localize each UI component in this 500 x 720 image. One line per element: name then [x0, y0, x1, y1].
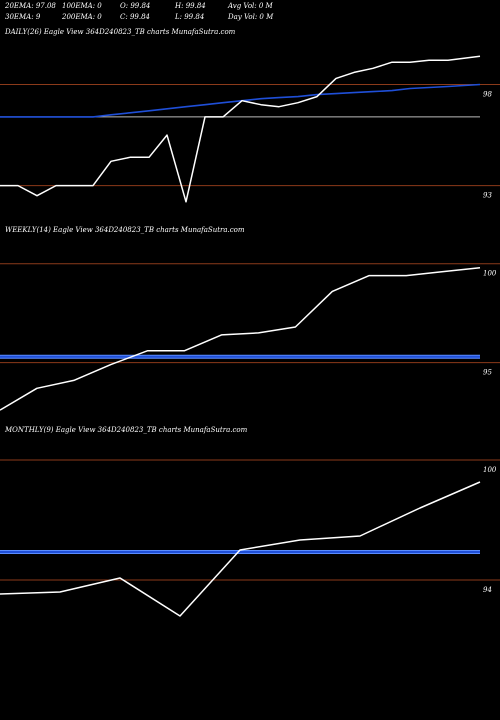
stat-100ema: 100EMA: 0 [62, 2, 102, 10]
daily-ema-line [0, 83, 481, 118]
monthly-chart-title: MONTHLY(9) Eagle View 364D240823_TB char… [5, 426, 248, 434]
stat-high: H: 99.84 [175, 2, 206, 10]
daily-chart-title: DAILY(26) Eagle View 364D240823_TB chart… [5, 28, 236, 36]
monthly-y-tick-label: 94 [483, 586, 492, 594]
stat-20ema: 20EMA: 97.08 [5, 2, 56, 10]
daily-y-tick-label: 93 [483, 192, 492, 200]
stat-day-vol: Day Vol: 0 M [228, 13, 274, 21]
stat-30ema: 30EMA: 9 [5, 13, 41, 21]
weekly-chart-title: WEEKLY(14) Eagle View 364D240823_TB char… [5, 226, 245, 234]
stat-200ema: 200EMA: 0 [62, 13, 102, 21]
stat-low: L: 99.84 [175, 13, 205, 21]
weekly-price-line [0, 266, 481, 411]
daily-price-line [0, 55, 481, 203]
weekly-y-tick-label: 95 [483, 369, 492, 377]
stat-close: C: 99.84 [120, 13, 150, 21]
monthly-price-line [0, 481, 481, 617]
daily-y-tick-label: 98 [483, 90, 492, 98]
stat-open: O: 99.84 [120, 2, 151, 10]
weekly-y-tick-label: 100 [483, 270, 497, 278]
monthly-y-tick-label: 100 [483, 466, 497, 474]
stat-avg-vol: Avg Vol: 0 M [228, 2, 273, 10]
